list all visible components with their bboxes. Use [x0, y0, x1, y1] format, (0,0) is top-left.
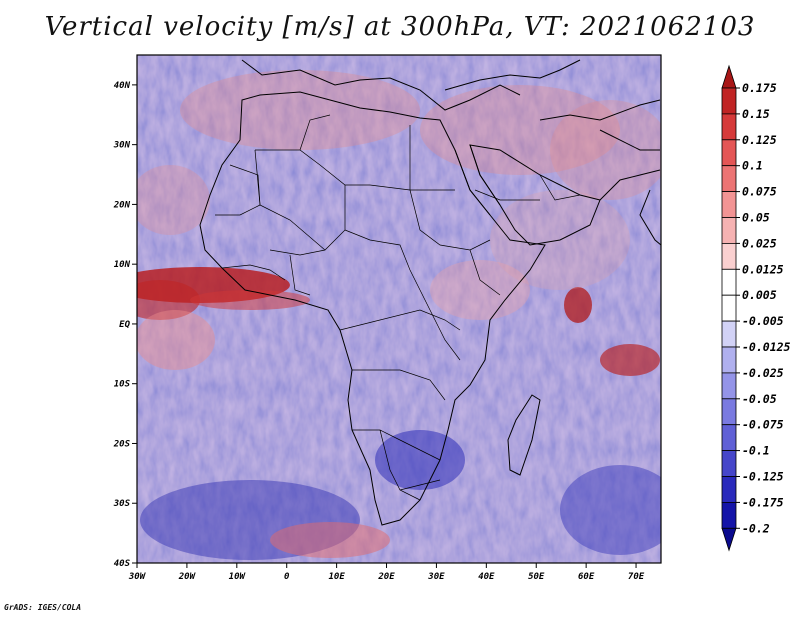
- colorbar-label: -0.075: [742, 418, 784, 432]
- colorbar-segment: [721, 346, 737, 374]
- colorbar-segment: [721, 165, 737, 192]
- lon-tick-label: 30W: [128, 572, 147, 582]
- lon-tick-label: 20E: [377, 572, 395, 582]
- lon-tick-label: 10E: [328, 572, 345, 582]
- colorbar-label: -0.1: [742, 444, 770, 458]
- colorbar-segment: [721, 139, 737, 167]
- colorbar-segment: [721, 372, 737, 400]
- colorbar-label: 0.15: [742, 107, 770, 121]
- colorbar-label: 0.125: [742, 133, 777, 147]
- colorbar-segment: [721, 398, 737, 426]
- map-axes: 30W 20W 10W 0 10E 20E 30E 40E 50E 60E 70E 40N 30N 20N…: [113, 81, 645, 582]
- lon-tick-label: 20W: [178, 572, 197, 582]
- colorbar-label: 0.175: [742, 81, 777, 95]
- colorbar-segment: [721, 217, 737, 244]
- colorbar-label: -0.025: [742, 366, 784, 380]
- colorbar-label: -0.005: [742, 314, 784, 328]
- colorbar-segment: [721, 476, 737, 503]
- colorbar-top-arrow: [721, 64, 737, 89]
- colorbar-label: -0.125: [742, 470, 784, 484]
- lat-tick-label: 30N: [113, 141, 131, 151]
- lat-tick-label: 10N: [114, 260, 131, 270]
- lon-tick-label: 70E: [628, 572, 645, 582]
- colorbar-segment: [721, 320, 737, 348]
- colorbar-label: 0.075: [742, 185, 777, 199]
- map-figure: 30W 20W 10W 0 10E 20E 30E 40E 50E 60E 70E 40N 30N 20N…: [113, 54, 791, 582]
- lat-tick-label: 10S: [114, 380, 131, 390]
- lon-tick-label: 40E: [478, 572, 495, 582]
- lat-tick-label: 40S: [114, 559, 131, 569]
- colorbar-label: 0.05: [742, 211, 770, 225]
- lat-tick-label: 30S: [113, 499, 131, 509]
- colorbar-segment: [721, 191, 737, 218]
- lat-tick-label: 40N: [114, 81, 131, 91]
- colorbar-label: 0.025: [742, 236, 777, 250]
- lon-tick-label: 50E: [528, 572, 545, 582]
- colorbar-segment: [721, 294, 737, 322]
- colorbar-segment: [721, 450, 737, 477]
- velocity-field: [137, 55, 661, 563]
- colorbar-segment: [721, 113, 737, 141]
- colorbar-label: 0.1: [742, 159, 763, 173]
- lat-tick-label: EQ: [119, 320, 130, 330]
- footer-credit: GrADS: IGES/COLA: [4, 603, 82, 612]
- lon-tick-label: 30E: [427, 572, 445, 582]
- colorbar-bottom-arrow: [721, 527, 737, 552]
- map-title: Vertical velocity [m/s] at 300hPa, VT: 2…: [44, 12, 756, 42]
- colorbar-label: 0.005: [742, 288, 777, 302]
- lon-tick-label: 60E: [578, 572, 595, 582]
- country-borders: [215, 114, 581, 501]
- lon-tick-label: 0: [284, 572, 290, 582]
- lat-tick-label: 20N: [113, 200, 131, 210]
- colorbar-segment: [721, 501, 737, 529]
- colorbar-segment: [721, 424, 737, 452]
- lon-tick-label: 10W: [229, 572, 247, 582]
- colorbar-segment: [721, 268, 737, 296]
- colorbar-label: -0.0125: [742, 340, 791, 354]
- lat-tick-label: 20S: [113, 439, 131, 449]
- colorbar: 0.175 0.15 0.125 0.1 0.075 0.05 0.025 0.0125 0.0…: [721, 64, 791, 552]
- colorbar-label: -0.2: [742, 521, 770, 535]
- plot-frame: [136, 54, 662, 564]
- colorbar-segment: [721, 242, 737, 270]
- colorbar-label: 0.0125: [742, 262, 784, 276]
- colorbar-segment: [721, 87, 737, 115]
- colorbar-label: -0.175: [742, 495, 784, 509]
- colorbar-label: -0.05: [742, 392, 777, 406]
